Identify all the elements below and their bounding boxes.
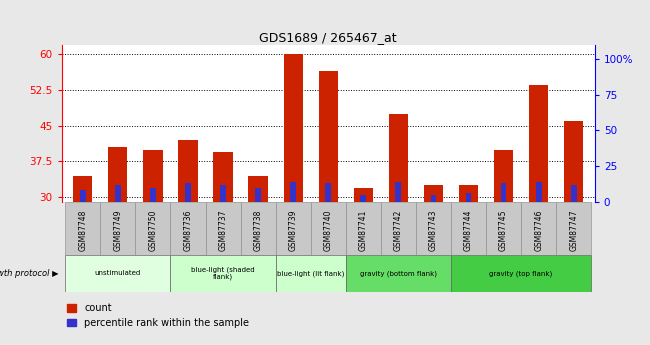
Bar <box>291 182 296 202</box>
Bar <box>143 149 162 202</box>
Text: GSM87739: GSM87739 <box>289 210 298 252</box>
Bar <box>283 55 303 202</box>
Bar <box>395 182 401 202</box>
Bar <box>178 140 198 202</box>
Bar <box>170 255 276 292</box>
Text: growth protocol ▶: growth protocol ▶ <box>0 269 58 278</box>
Legend: count, percentile rank within the sample: count, percentile rank within the sample <box>66 303 249 328</box>
Bar <box>346 255 451 292</box>
Bar <box>255 188 261 202</box>
Text: GSM87746: GSM87746 <box>534 210 543 252</box>
Text: GSM87737: GSM87737 <box>218 210 227 252</box>
Bar <box>459 185 478 202</box>
Bar <box>248 176 268 202</box>
Bar <box>326 183 331 202</box>
Bar <box>571 185 577 202</box>
Bar <box>80 190 86 202</box>
Text: GSM87745: GSM87745 <box>499 210 508 252</box>
Text: GSM87747: GSM87747 <box>569 210 578 252</box>
Text: GSM87740: GSM87740 <box>324 210 333 252</box>
Bar <box>486 202 521 255</box>
Text: GSM87742: GSM87742 <box>394 210 403 251</box>
Text: GSM87750: GSM87750 <box>148 210 157 252</box>
Bar <box>115 185 121 202</box>
Bar <box>451 255 592 292</box>
Text: GSM87744: GSM87744 <box>464 210 473 252</box>
Bar <box>354 188 373 202</box>
Bar <box>360 195 366 202</box>
Bar <box>416 202 451 255</box>
Bar <box>521 202 556 255</box>
Bar <box>529 85 549 202</box>
Bar <box>240 202 276 255</box>
Bar <box>346 202 381 255</box>
Bar <box>65 255 170 292</box>
Bar <box>205 202 240 255</box>
Text: GSM87738: GSM87738 <box>254 210 263 251</box>
Text: GSM87743: GSM87743 <box>429 210 438 252</box>
Text: blue-light (lit flank): blue-light (lit flank) <box>277 270 344 277</box>
Bar <box>556 202 592 255</box>
Bar <box>311 202 346 255</box>
Bar <box>318 71 338 202</box>
Text: GSM87749: GSM87749 <box>113 210 122 252</box>
Bar <box>276 255 346 292</box>
Bar <box>135 202 170 255</box>
Bar <box>389 114 408 202</box>
Text: GSM87748: GSM87748 <box>78 210 87 251</box>
Bar <box>213 152 233 202</box>
Bar <box>536 182 541 202</box>
Bar <box>150 188 156 202</box>
Bar <box>451 202 486 255</box>
Text: GSM87741: GSM87741 <box>359 210 368 251</box>
Bar <box>465 193 471 202</box>
Bar <box>170 202 205 255</box>
Bar <box>494 149 514 202</box>
Bar <box>564 121 583 202</box>
Text: gravity (bottom flank): gravity (bottom flank) <box>360 270 437 277</box>
Bar <box>500 183 506 202</box>
Title: GDS1689 / 265467_at: GDS1689 / 265467_at <box>259 31 397 44</box>
Bar <box>430 195 436 202</box>
Bar <box>424 185 443 202</box>
Bar <box>220 185 226 202</box>
Text: gravity (top flank): gravity (top flank) <box>489 270 552 277</box>
Text: GSM87736: GSM87736 <box>183 210 192 252</box>
Text: unstimulated: unstimulated <box>95 270 141 276</box>
Bar <box>73 176 92 202</box>
Bar <box>100 202 135 255</box>
Text: blue-light (shaded
flank): blue-light (shaded flank) <box>191 266 255 280</box>
Bar <box>276 202 311 255</box>
Bar <box>108 147 127 202</box>
Bar <box>185 183 191 202</box>
Bar <box>381 202 416 255</box>
Bar <box>65 202 100 255</box>
